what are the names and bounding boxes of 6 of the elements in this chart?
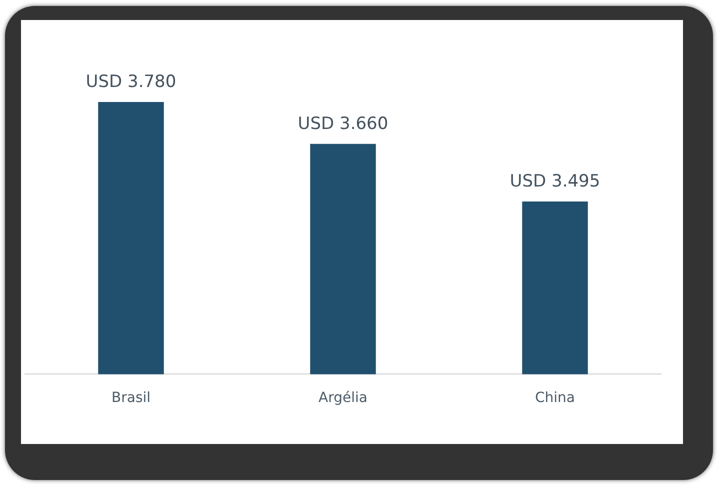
data-label: USD 3.780 bbox=[86, 72, 176, 92]
x-tick-label: China bbox=[535, 390, 575, 406]
data-label: USD 3.495 bbox=[510, 171, 600, 192]
x-tick-label: Argélia bbox=[318, 390, 368, 406]
data-label: USD 3.660 bbox=[298, 114, 388, 134]
x-tick-label: Brasil bbox=[111, 390, 151, 406]
